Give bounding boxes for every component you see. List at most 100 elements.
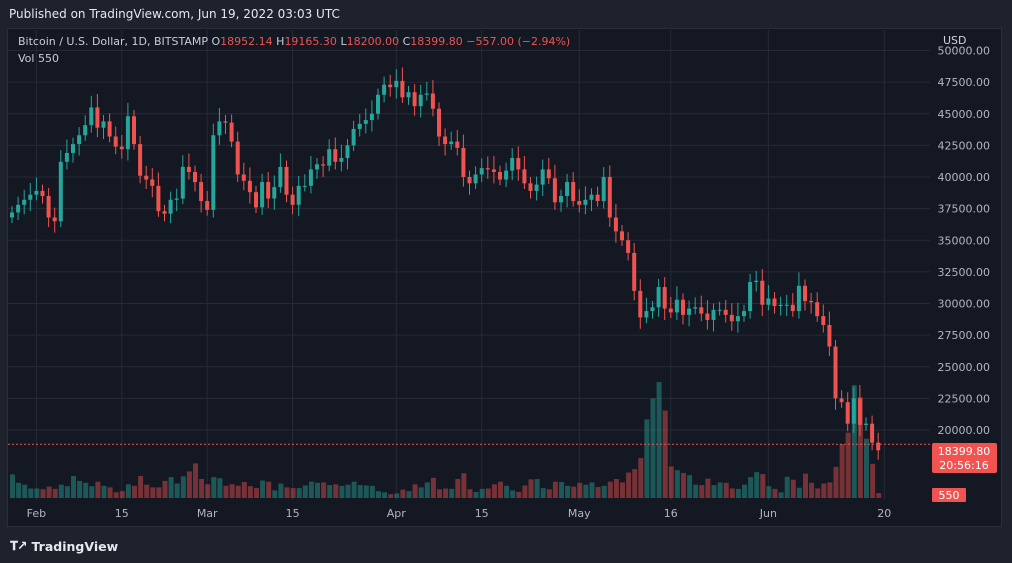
volume-bar [528, 479, 534, 498]
volume-bar [229, 484, 235, 498]
volume-bar [22, 484, 28, 498]
candle-body [601, 177, 606, 202]
volume-bars [10, 382, 882, 498]
volume-bar [583, 484, 589, 498]
candle-body [827, 325, 832, 347]
volume-bar [644, 419, 650, 498]
candle-body [552, 178, 557, 203]
volume-bar [113, 492, 119, 498]
symbol-label[interactable]: Bitcoin / U.S. Dollar, 1D, BITSTAMP [18, 35, 208, 48]
volume-bar [479, 488, 485, 498]
volume-bar [333, 484, 339, 498]
volume-bar [717, 482, 723, 498]
volume-value: 550 [37, 52, 59, 65]
volume-bar [278, 483, 284, 498]
candle-body [388, 84, 393, 88]
volume-bar [321, 482, 327, 498]
tradingview-logo[interactable]: 𝐓↗ TradingView [10, 538, 118, 554]
candle-body [369, 113, 374, 121]
volume-bar [205, 484, 211, 498]
candle-body [437, 108, 441, 137]
candle-body [71, 144, 75, 153]
candle-body [351, 128, 356, 146]
candle-body [199, 182, 204, 202]
volume-bar [735, 488, 741, 498]
candle-body [784, 304, 789, 306]
candle-body [302, 185, 307, 187]
candle-body [418, 94, 423, 107]
published-caption: Published on TradingView.com, Jun 19, 20… [9, 7, 340, 21]
price-candles [10, 67, 881, 460]
volume-bar [156, 487, 162, 498]
candle-body [168, 199, 173, 214]
date-tick-label: 16 [664, 507, 678, 520]
volume-bar [796, 487, 802, 498]
candle-body [632, 252, 637, 291]
candle-body [857, 398, 862, 425]
candle-body [461, 147, 466, 177]
volume-bar [52, 488, 58, 498]
candle-body [430, 93, 435, 109]
volume-bar [315, 482, 320, 498]
candle-body [589, 194, 594, 200]
price-tick-label: 20000.00 [938, 424, 991, 437]
candle-body [681, 299, 685, 315]
volume-bar [571, 486, 577, 498]
candle-body [510, 158, 515, 171]
countdown-text: 20:56:16 [939, 459, 988, 472]
candle-body [528, 183, 533, 191]
candle-body [687, 308, 692, 315]
volume-bar [64, 486, 70, 498]
volume-bar [845, 432, 851, 498]
volume-label: Vol [18, 52, 35, 65]
candle-body [211, 135, 216, 210]
candle-body [321, 164, 326, 166]
volume-bar [491, 484, 497, 498]
last-price-text: 18399.80 [938, 445, 991, 458]
low-label: L [340, 35, 347, 48]
volume-bar [589, 482, 595, 498]
volume-bar [620, 482, 625, 498]
volume-bar [876, 493, 882, 498]
volume-bar [784, 476, 790, 498]
candle-body [394, 80, 399, 88]
candle-body [174, 198, 179, 200]
volume-bar [613, 479, 619, 498]
volume-bar [89, 486, 95, 498]
volume-bar [687, 475, 693, 498]
candle-body [193, 171, 197, 183]
volume-bar [833, 466, 839, 498]
candle-body [28, 194, 33, 200]
ohlc-legend: Bitcoin / U.S. Dollar, 1D, BITSTAMP O189… [18, 35, 570, 48]
candle-body [357, 123, 362, 129]
candle-body [186, 166, 191, 172]
volume-bar [290, 488, 296, 498]
candle-body [400, 80, 405, 98]
high-label: H [276, 35, 285, 48]
candle-body [412, 92, 417, 107]
volume-bar [632, 469, 638, 498]
candle-body [101, 121, 106, 128]
volume-bar [674, 470, 680, 498]
volume-bar [662, 410, 668, 498]
candle-body [443, 136, 448, 145]
volume-bar [327, 485, 333, 498]
volume-bar [851, 385, 857, 498]
candle-body [308, 169, 313, 186]
volume-badge-text: 550 [939, 489, 960, 502]
candle-body [748, 281, 753, 312]
date-tick-label: Mar [197, 507, 218, 520]
candle-body [644, 311, 649, 318]
candle-body [735, 316, 740, 322]
candle-body [327, 149, 332, 166]
volume-legend: Vol 550 [18, 52, 59, 65]
candle-body [113, 136, 118, 147]
volume-bar [467, 489, 473, 498]
volume-bar [71, 475, 76, 498]
volume-bar [266, 481, 272, 498]
candle-body [424, 93, 429, 95]
volume-bar [162, 480, 168, 498]
candle-body [839, 398, 844, 403]
candle-body [583, 199, 588, 205]
